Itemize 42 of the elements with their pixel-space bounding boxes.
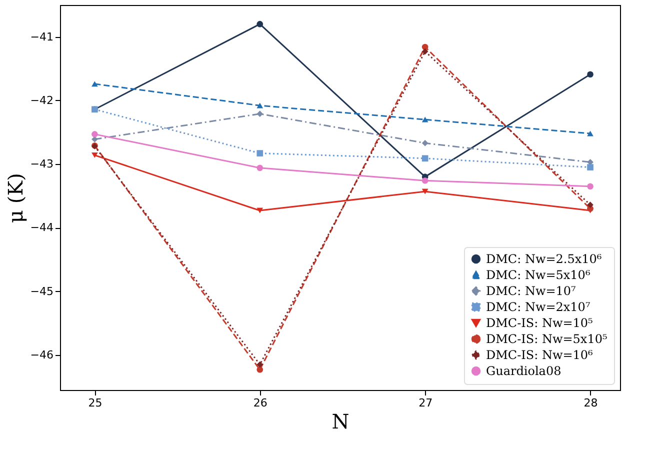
point <box>92 81 98 87</box>
point <box>422 177 428 184</box>
point <box>256 361 264 368</box>
y-tick-label: −44 <box>30 221 54 234</box>
x-tick-label: 25 <box>88 396 102 410</box>
point <box>422 116 428 122</box>
point <box>587 164 594 170</box>
legend-label: DMC-IS: Nw=10⁶ <box>486 348 594 362</box>
y-tick-label: −42 <box>30 94 54 107</box>
legend-label: Guardiola08 <box>486 364 562 378</box>
legend-label: DMC-IS: Nw=5x10⁵ <box>486 332 608 346</box>
x-tick-label: 26 <box>253 396 268 410</box>
y-tick-label: −43 <box>30 158 54 171</box>
legend-label: DMC-IS: Nw=10⁵ <box>486 316 594 330</box>
legend-label: DMC: Nw=5x10⁶ <box>486 268 590 282</box>
point <box>422 188 428 194</box>
point <box>256 20 264 28</box>
y-tick-label: −46 <box>30 348 54 362</box>
point <box>587 71 594 78</box>
point <box>256 102 264 108</box>
point <box>422 140 428 146</box>
point <box>587 183 594 190</box>
y-tick-label: −45 <box>30 284 54 298</box>
point <box>92 131 98 138</box>
legend-label: DMC: Nw=2x10⁷ <box>486 300 590 314</box>
point <box>256 150 264 156</box>
x-axis-title: N <box>332 410 350 434</box>
point <box>92 152 98 158</box>
point <box>422 48 428 55</box>
point <box>256 110 264 117</box>
x-tick-label: 27 <box>418 396 433 410</box>
point <box>587 130 594 136</box>
y-tick-label: −41 <box>30 30 54 44</box>
point <box>587 202 594 208</box>
point <box>256 164 264 172</box>
legend-label: DMC: Nw=10⁷ <box>486 284 576 298</box>
point <box>422 155 428 162</box>
y-axis-title: μ (K) <box>3 173 28 223</box>
x-tick-label: 28 <box>584 396 598 410</box>
point <box>256 366 264 373</box>
legend-label: DMC: Nw=2.5x10⁶ <box>486 252 602 266</box>
point <box>256 208 264 214</box>
